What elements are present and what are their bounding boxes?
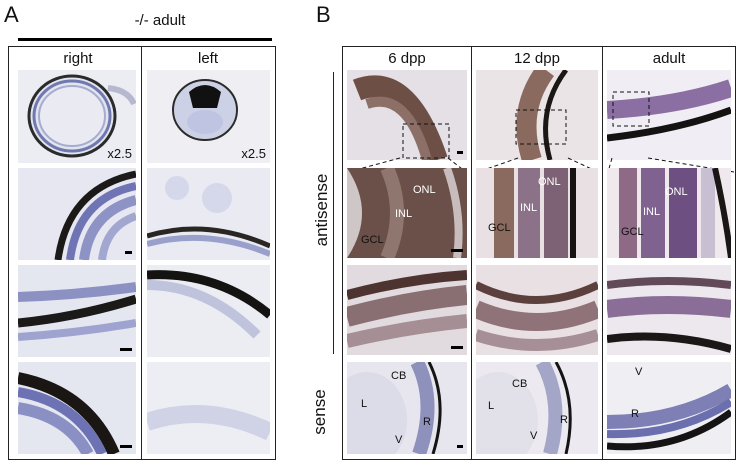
retina-section-illustration <box>347 270 467 348</box>
col-right-label: right <box>63 50 93 67</box>
panel-a-letter: A <box>4 2 19 27</box>
mag-right: x2.5 <box>107 146 132 161</box>
col-12dpp-label: 12 dpp <box>514 50 560 67</box>
label-v-12dpp: V <box>530 430 538 442</box>
label-gcl-12dpp: GCL <box>488 222 511 234</box>
image-6dpp-row3 <box>347 265 467 355</box>
retina-section-illustration <box>476 281 598 351</box>
panel-a-title-underline <box>18 38 272 41</box>
label-inl-12dpp: INL <box>520 202 538 214</box>
label-v-adult: V <box>635 366 643 378</box>
retina-layers-illustration <box>619 168 731 258</box>
retina-layers-illustration <box>476 168 598 258</box>
retina-section-illustration <box>476 362 572 454</box>
scale-bar <box>451 249 463 252</box>
panel-b-letter: B <box>316 2 331 27</box>
panel-b-divider-1 <box>471 46 472 460</box>
panel-b-divider-2 <box>602 46 603 460</box>
scale-bar <box>120 348 132 351</box>
image-12dpp-overview <box>476 70 598 160</box>
panel-b-frame <box>342 46 736 460</box>
image-6dpp-zoom: ONL INL GCL <box>347 168 467 258</box>
retina-section-illustration <box>147 405 270 441</box>
retina-section-illustration <box>352 75 450 160</box>
retina-layers-illustration <box>347 168 467 258</box>
label-l-6dpp: L <box>361 398 368 410</box>
image-6dpp-overview <box>347 70 467 160</box>
eye-overview-small-illustration <box>172 79 238 141</box>
row-sense-label: sense <box>310 389 329 435</box>
eye-overview-illustration <box>27 74 136 158</box>
retina-section-illustration <box>147 176 270 257</box>
label-cb-6dpp: CB <box>391 370 407 382</box>
panel-a-frame <box>8 46 276 460</box>
label-gcl-6dpp: GCL <box>361 234 384 246</box>
retina-section-illustration <box>347 362 442 454</box>
label-r-adult: R <box>631 408 639 420</box>
retina-section-illustration <box>607 383 731 451</box>
label-inl-6dpp: INL <box>395 208 413 220</box>
scale-bar <box>457 445 463 448</box>
image-right-row2 <box>18 168 136 260</box>
retina-section-illustration <box>54 170 136 260</box>
label-gcl-adult: GCL <box>621 226 644 238</box>
image-right-row3 <box>18 265 136 357</box>
image-adult-sense: V R <box>607 362 731 454</box>
col-left-label: left <box>197 50 218 67</box>
retina-section-illustration <box>18 372 120 454</box>
image-right-row4 <box>18 362 136 454</box>
label-l-12dpp: L <box>488 400 495 412</box>
image-left-row4 <box>147 362 270 454</box>
label-r-6dpp: R <box>423 416 431 428</box>
panel-a-divider <box>141 46 142 460</box>
image-adult-zoom: ONL INL GCL <box>607 168 731 258</box>
image-left-eye-overview: x2.5 <box>147 70 270 163</box>
retina-section-illustration <box>515 70 569 160</box>
retina-section-illustration <box>147 270 270 339</box>
scale-bar <box>451 346 463 349</box>
image-left-row3 <box>147 265 270 357</box>
image-12dpp-row3 <box>476 265 598 355</box>
image-adult-row3 <box>607 265 731 355</box>
col-6dpp-label: 6 dpp <box>388 50 426 67</box>
scale-bar <box>120 445 132 448</box>
mag-left: x2.5 <box>241 146 266 161</box>
label-v-6dpp: V <box>395 434 403 446</box>
col-adult-label: adult <box>652 50 686 67</box>
panel-a-title: -/- adult <box>134 12 186 29</box>
image-6dpp-sense: CB L V R <box>347 362 467 454</box>
label-onl-6dpp: ONL <box>413 184 436 196</box>
image-left-row2 <box>147 168 270 260</box>
label-onl-12dpp: ONL <box>538 176 561 188</box>
row-antisense-label: antisense <box>312 173 331 247</box>
antisense-bracket <box>333 72 334 354</box>
scale-bar <box>457 151 463 154</box>
label-onl-adult: ONL <box>665 186 688 198</box>
image-12dpp-zoom: ONL INL GCL <box>476 168 598 258</box>
image-adult-overview <box>607 70 731 160</box>
label-r-12dpp: R <box>560 414 568 426</box>
retina-section-illustration <box>607 79 731 142</box>
label-cb-12dpp: CB <box>512 378 528 390</box>
label-inl-adult: INL <box>643 206 661 218</box>
image-right-eye-overview: x2.5 <box>18 70 136 163</box>
retina-section-illustration <box>18 282 136 341</box>
image-12dpp-sense: CB L V R <box>476 362 598 454</box>
scale-bar <box>125 251 132 254</box>
retina-section-illustration <box>607 277 731 353</box>
